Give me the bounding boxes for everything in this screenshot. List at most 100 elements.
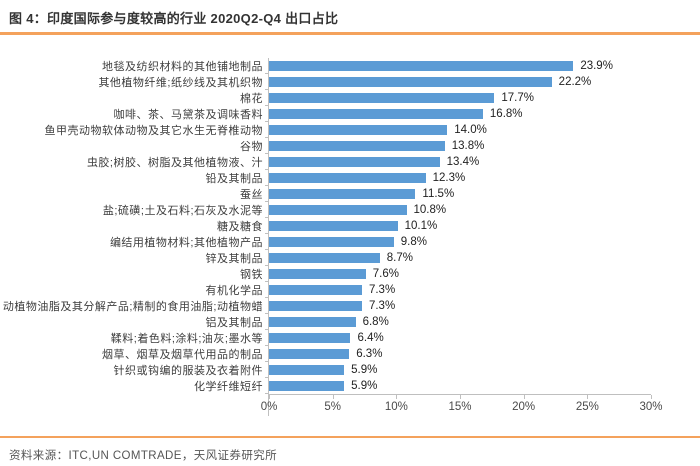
bar — [269, 348, 350, 359]
bar — [269, 252, 380, 263]
category-label: 铅及其制品 — [205, 172, 263, 185]
bar — [269, 284, 362, 295]
bar — [269, 268, 366, 279]
x-tick-label: 10% — [384, 400, 408, 413]
value-label: 7.6% — [372, 267, 399, 280]
bar-row: 有机化学品 7.3% — [206, 282, 651, 298]
bar — [269, 188, 416, 199]
footer-divider — [0, 435, 700, 438]
bar — [269, 236, 394, 247]
bar-row: 谷物 13.8% — [240, 138, 651, 154]
bar-row: 糖及糖食 10.1% — [217, 218, 651, 234]
bar — [269, 140, 445, 151]
bar — [269, 316, 356, 327]
value-label: 14.0% — [454, 123, 487, 136]
bar — [269, 76, 552, 87]
bars-area: 地毯及纺织材料的其他铺地制品 23.9% 其他植物纤维;纸纱线及其机织物 22.2% 棉… — [3, 58, 651, 394]
bar — [269, 220, 398, 231]
value-label: 16.8% — [489, 107, 523, 120]
category-label: 有机化学品 — [205, 284, 263, 297]
category-label: 咖啡、茶、马黛茶及调味香料 — [113, 108, 263, 121]
bar — [269, 108, 483, 119]
value-label: 12.3% — [432, 171, 466, 184]
bar-row: 地毯及纺织材料的其他铺地制品 23.9% — [102, 58, 651, 74]
x-tick-label: 25% — [575, 400, 599, 413]
bar — [269, 380, 345, 391]
bar-row: 鞣料;着色料;涂料;油灰;墨水等 6.4% — [111, 330, 651, 346]
value-label: 10.1% — [404, 219, 438, 232]
value-label: 9.8% — [400, 235, 427, 248]
x-tick-label: 0% — [260, 400, 278, 413]
category-label: 钢铁 — [240, 268, 263, 281]
bar — [269, 124, 448, 135]
x-tick-label: 5% — [324, 400, 341, 413]
bar — [269, 300, 362, 311]
bar-row: 针织或钩编的服装及衣着附件 5.9% — [114, 362, 651, 378]
value-label: 13.4% — [446, 155, 480, 168]
category-label: 针织或钩编的服装及衣着附件 — [113, 364, 263, 377]
bar-row: 盐;硫磺;土及石料;石灰及水泥等 10.8% — [103, 202, 651, 218]
x-axis-labels: 0% 5% 10% 15% 20% 25% 30% — [261, 400, 663, 416]
x-tick-label: 20% — [512, 400, 536, 413]
x-tick-label: 30% — [639, 400, 663, 413]
x-tick-mark — [396, 394, 398, 399]
category-label: 地毯及纺织材料的其他铺地制品 — [102, 60, 263, 73]
value-label: 5.9% — [351, 379, 378, 392]
category-label: 蚕丝 — [240, 188, 263, 201]
bar — [269, 92, 495, 103]
value-label: 23.9% — [580, 59, 613, 72]
x-tick-mark — [523, 394, 525, 399]
bar-row: 化学纤维短纤 5.9% — [194, 378, 651, 394]
source-note: 资料来源：ITC,UN COMTRADE，天风证券研究所 — [9, 449, 278, 462]
bar-row: 钢铁 7.6% — [240, 266, 651, 282]
figure-title: 图 4：印度国际参与度较高的行业 2020Q2-Q4 出口占比 — [9, 11, 339, 26]
bar — [269, 156, 440, 167]
x-tick-mark — [269, 394, 270, 399]
category-label: 编结用植物材料;其他植物产品 — [109, 236, 263, 249]
bar — [269, 60, 574, 71]
value-label: 8.7% — [386, 251, 413, 264]
category-label: 虫胶;树胶、树脂及其他植物液、汁 — [86, 156, 263, 169]
value-label: 13.8% — [451, 139, 485, 152]
value-label: 17.7% — [501, 91, 534, 104]
bar — [269, 364, 345, 375]
category-label: 铝及其制品 — [205, 316, 263, 329]
bar — [269, 332, 351, 343]
category-label: 鞣料;着色料;涂料;油灰;墨水等 — [110, 332, 263, 345]
category-label: 其他植物纤维;纸纱线及其机织物 — [98, 76, 263, 89]
bar-row: 虫胶;树胶、树脂及其他植物液、汁 13.4% — [87, 154, 651, 170]
category-label: 棉花 — [240, 92, 263, 105]
bar-row: 咖啡、茶、马黛茶及调味香料 16.8% — [114, 106, 651, 122]
bar-row: 锌及其制品 8.7% — [206, 250, 651, 266]
category-label: 烟草、烟草及烟草代用品的制品 — [102, 348, 263, 361]
plot-area: 地毯及纺织材料的其他铺地制品 23.9% 其他植物纤维;纸纱线及其机织物 22.2% 棉… — [3, 57, 663, 416]
category-label: 谷物 — [240, 140, 263, 153]
value-label: 6.3% — [356, 347, 383, 360]
bar — [269, 172, 426, 183]
bar-row: 棉花 17.7% — [240, 90, 651, 106]
title-divider — [0, 32, 700, 35]
bar-row: 蚕丝 11.5% — [240, 186, 651, 202]
value-label: 22.2% — [558, 75, 592, 88]
value-label: 7.3% — [368, 283, 396, 296]
bar-row: 烟草、烟草及烟草代用品的制品 6.3% — [102, 346, 651, 362]
x-tick-mark — [332, 394, 334, 399]
bar — [269, 204, 407, 215]
value-label: 5.9% — [351, 363, 378, 376]
x-axis-line — [269, 393, 652, 399]
value-label: 7.3% — [368, 299, 396, 312]
x-tick-mark — [587, 394, 589, 399]
x-tick-label: 15% — [448, 400, 472, 413]
value-label: 11.5% — [422, 187, 455, 200]
x-tick-mark — [651, 394, 652, 399]
category-label: 锌及其制品 — [205, 252, 263, 265]
bar-chart: 地毯及纺织材料的其他铺地制品 23.9% 其他植物纤维;纸纱线及其机织物 22.2% 棉… — [0, 57, 700, 416]
bar-row: 编结用植物材料;其他植物产品 9.8% — [110, 234, 651, 250]
value-label: 6.4% — [357, 331, 384, 344]
bar-row: 铝及其制品 6.8% — [206, 314, 651, 330]
bar-row: 其他植物纤维;纸纱线及其机织物 22.2% — [98, 74, 651, 90]
bar-row: 鱼甲壳动物软体动物及其它水生无脊椎动物 14.0% — [45, 122, 651, 138]
category-label: 盐;硫磺;土及石料;石灰及水泥等 — [102, 204, 263, 217]
value-label: 6.8% — [362, 315, 389, 328]
